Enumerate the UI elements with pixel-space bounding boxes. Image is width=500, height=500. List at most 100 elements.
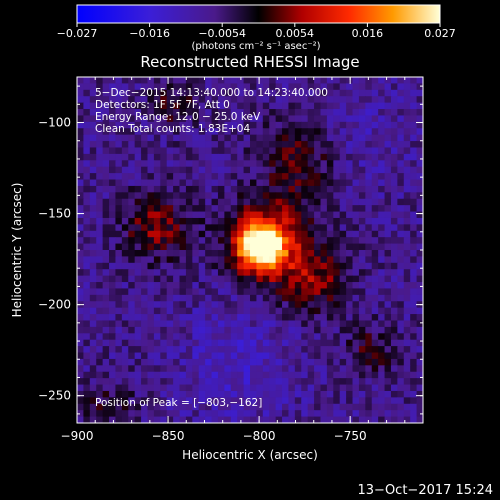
- image-pixel: [121, 371, 129, 379]
- image-pixel: [141, 250, 149, 258]
- image-pixel: [121, 333, 129, 341]
- image-pixel: [166, 83, 174, 91]
- image-pixel: [339, 217, 347, 225]
- image-pixel: [320, 390, 328, 398]
- image-pixel: [77, 326, 85, 334]
- image-pixel: [173, 378, 181, 386]
- image-pixel: [384, 288, 392, 296]
- image-pixel: [121, 397, 129, 405]
- image-pixel: [320, 179, 328, 187]
- image-pixel: [333, 269, 341, 277]
- image-pixel: [121, 109, 129, 117]
- image-pixel: [314, 224, 322, 232]
- image-pixel: [294, 262, 302, 270]
- image-pixel: [390, 211, 398, 219]
- image-pixel: [147, 147, 155, 155]
- image-pixel: [134, 397, 142, 405]
- image-pixel: [371, 262, 379, 270]
- image-pixel: [121, 410, 129, 418]
- image-pixel: [397, 102, 405, 110]
- image-pixel: [269, 410, 277, 418]
- image-pixel: [121, 96, 129, 104]
- image-pixel: [250, 294, 258, 302]
- image-pixel: [358, 217, 366, 225]
- image-pixel: [397, 83, 405, 91]
- image-pixel: [333, 352, 341, 360]
- image-pixel: [358, 96, 366, 104]
- image-pixel: [128, 237, 136, 245]
- image-pixel: [134, 128, 142, 136]
- image-pixel: [275, 256, 283, 264]
- image-pixel: [288, 410, 296, 418]
- image-pixel: [416, 378, 423, 386]
- image-pixel: [269, 147, 277, 155]
- image-pixel: [185, 339, 193, 347]
- image-pixel: [320, 237, 328, 245]
- image-pixel: [198, 224, 206, 232]
- image-pixel: [282, 243, 290, 251]
- image-pixel: [230, 294, 238, 302]
- image-pixel: [166, 256, 174, 264]
- image-pixel: [243, 102, 251, 110]
- image-pixel: [390, 269, 398, 277]
- image-pixel: [243, 403, 251, 411]
- image-pixel: [250, 339, 258, 347]
- image-pixel: [237, 102, 245, 110]
- image-pixel: [378, 384, 386, 392]
- image-pixel: [198, 333, 206, 341]
- image-pixel: [397, 141, 405, 149]
- image-pixel: [256, 109, 264, 117]
- image-pixel: [403, 346, 411, 354]
- image-pixel: [346, 390, 354, 398]
- image-pixel: [102, 96, 110, 104]
- image-pixel: [96, 237, 104, 245]
- image-pixel: [346, 243, 354, 251]
- image-pixel: [307, 307, 315, 315]
- image-pixel: [89, 256, 97, 264]
- image-pixel: [185, 307, 193, 315]
- image-pixel: [352, 378, 360, 386]
- image-pixel: [185, 89, 193, 97]
- image-pixel: [109, 320, 117, 328]
- image-pixel: [269, 294, 277, 302]
- image-pixel: [333, 224, 341, 232]
- image-pixel: [89, 314, 97, 322]
- image-pixel: [147, 217, 155, 225]
- image-pixel: [243, 320, 251, 328]
- image-pixel: [211, 211, 219, 219]
- image-pixel: [121, 320, 129, 328]
- image-pixel: [358, 326, 366, 334]
- image-pixel: [358, 160, 366, 168]
- image-pixel: [96, 378, 104, 386]
- image-pixel: [102, 153, 110, 161]
- image-pixel: [294, 211, 302, 219]
- image-pixel: [198, 326, 206, 334]
- image-pixel: [217, 198, 225, 206]
- image-pixel: [160, 358, 168, 366]
- image-pixel: [96, 339, 104, 347]
- image-pixel: [217, 262, 225, 270]
- image-pixel: [217, 365, 225, 373]
- image-pixel: [358, 153, 366, 161]
- image-pixel: [358, 141, 366, 149]
- image-pixel: [243, 160, 251, 168]
- image-pixel: [211, 256, 219, 264]
- image-pixel: [262, 243, 270, 251]
- image-pixel: [301, 416, 309, 423]
- image-pixel: [198, 250, 206, 258]
- image-pixel: [333, 288, 341, 296]
- image-pixel: [211, 301, 219, 309]
- image-pixel: [262, 275, 270, 283]
- image-pixel: [121, 403, 129, 411]
- image-pixel: [128, 352, 136, 360]
- image-pixel: [192, 397, 200, 405]
- image-pixel: [83, 179, 91, 187]
- image-pixel: [390, 173, 398, 181]
- image-pixel: [301, 147, 309, 155]
- image-pixel: [326, 160, 334, 168]
- image-pixel: [326, 109, 334, 117]
- image-pixel: [333, 307, 341, 315]
- image-pixel: [185, 326, 193, 334]
- image-pixel: [224, 339, 232, 347]
- image-pixel: [198, 77, 206, 85]
